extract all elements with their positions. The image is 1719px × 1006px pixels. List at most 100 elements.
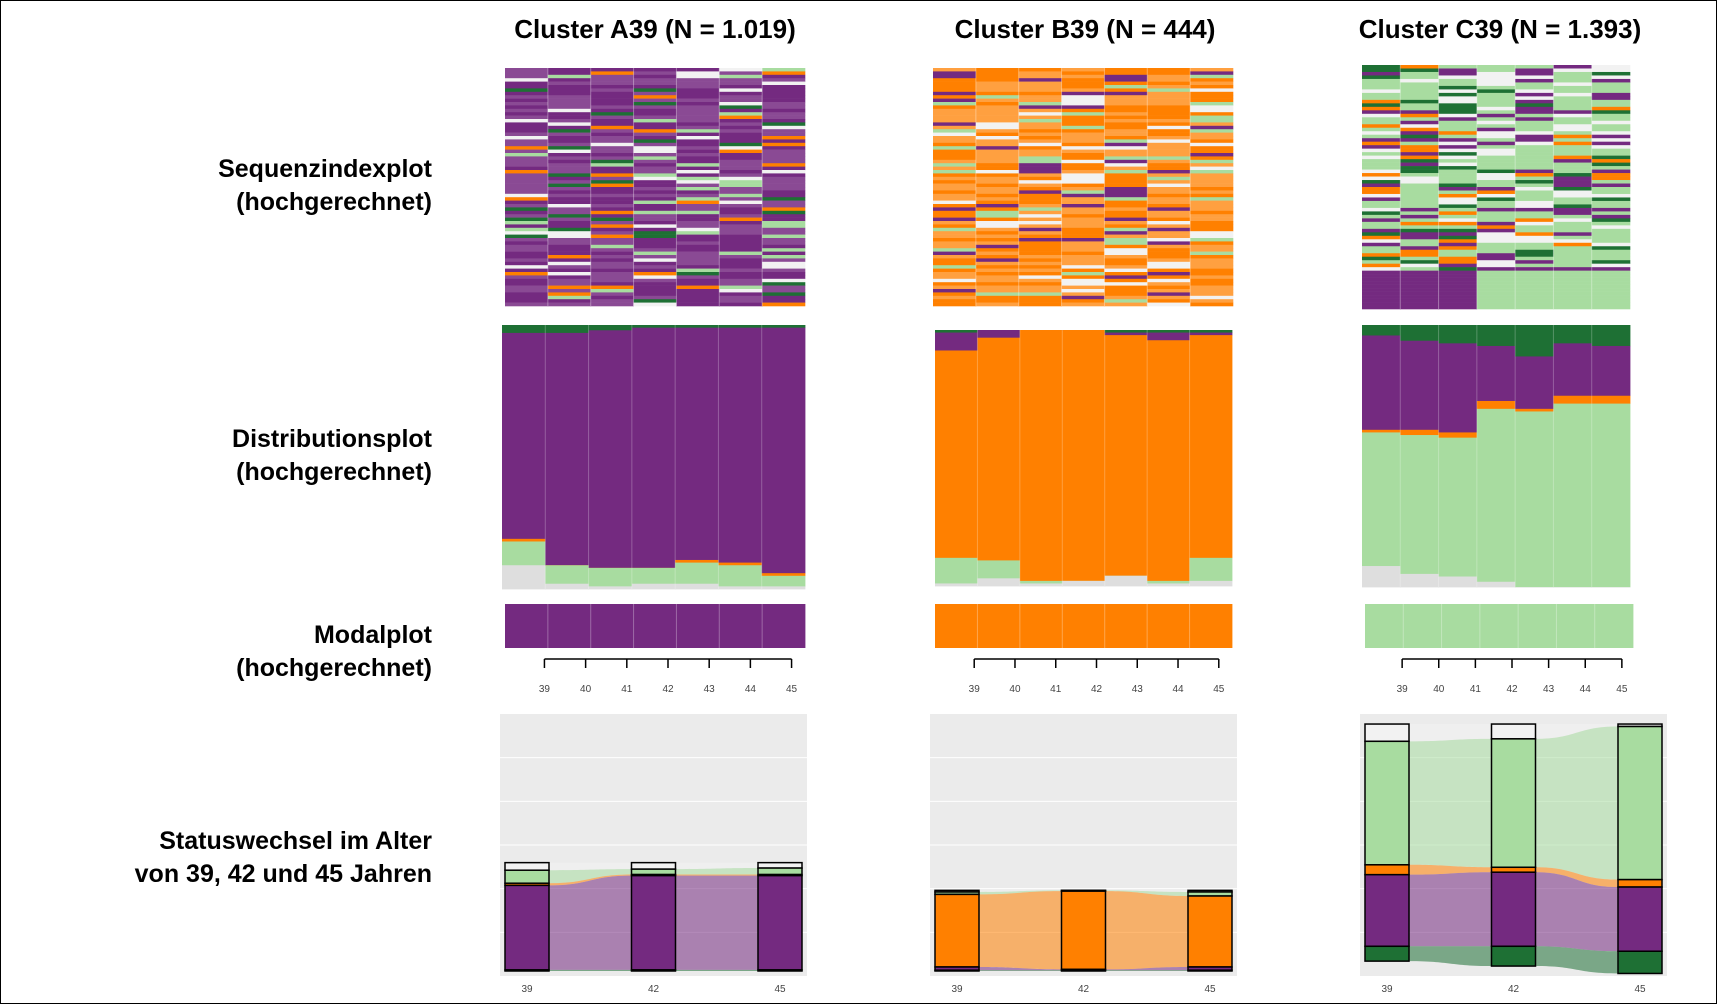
sequence-cell [1591,225,1631,230]
sequence-cell [762,71,806,76]
sequence-cell [547,234,592,239]
alluvial-flow-white_gray [1409,724,1492,742]
sequence-cell [1438,138,1478,142]
sequence-cell [1061,81,1105,86]
sequence-cell [1147,238,1191,242]
sequence-cell [633,248,677,252]
distribution-segment-light_gray [718,586,763,590]
sequence-cell [1400,131,1439,136]
sequence-cell [676,193,720,198]
sequence-cell [1362,295,1401,299]
alluvial-bar-light_green [630,868,677,876]
sequence-cell [1476,99,1516,104]
sequence-cell [1400,288,1439,292]
sequence-cell [505,91,549,96]
sequence-cell [933,146,977,150]
alluvial-flow-purple [1105,966,1188,971]
sequence-cell [762,210,806,215]
distribution-segment-light_green [1553,403,1593,588]
sequence-cell [933,289,977,293]
sequence-cell [676,129,720,133]
distribution-segment-dark_green [675,325,719,329]
modal-bar [1104,604,1148,648]
sequence-cell [1400,162,1439,167]
sequence-cell [762,272,806,276]
sequence-cell [590,105,634,110]
sequence-cell [505,74,549,79]
sequence-cell [633,289,677,293]
sequence-cell [676,289,720,293]
sequence-cell [1147,68,1191,72]
alluvial-tick-label: 42 [1508,984,1520,995]
distribution-segment-orange [1104,335,1148,577]
sequence-cell [1438,288,1478,292]
alluvial-bar-orange [1364,864,1410,876]
sequence-cell [1147,295,1191,300]
sequence-cell [1362,249,1401,254]
sequence-cell [1553,284,1593,289]
sequence-cell [1438,113,1478,118]
sequence-cell [1362,106,1401,111]
sequence-cell [1018,197,1062,201]
sequence-cell [1400,173,1439,177]
sequence-cell [1147,170,1191,174]
sequence-cell [975,193,1020,198]
sequence-cell [975,183,1020,188]
sequence-cell [1018,91,1062,96]
sequence-cell [1400,200,1439,205]
sequence-cell [933,78,977,82]
sequence-cell [1476,263,1516,268]
alluvial-flow-dark_green [979,970,1062,971]
distribution-segment-orange [1438,432,1478,439]
sequence-cell [719,71,763,76]
sequence-cell [1362,200,1401,205]
sequence-cell [1515,92,1554,97]
sequence-cell [1591,221,1631,226]
sequence-cell [719,91,763,96]
distribution-segment-purple [977,330,1021,339]
sequence-cell [1438,298,1478,303]
distribution-segment-purple [1400,340,1439,431]
sequence-cell [1591,246,1631,251]
sequence-cell [1591,89,1631,94]
sequence-cell [676,153,720,157]
sequence-cell [676,149,720,154]
sequence-cell [1553,131,1593,136]
distribution-segment-light_gray [1438,576,1478,588]
sequence-cell [505,156,549,161]
sequence-cell [676,278,720,283]
sequence-cell [975,244,1020,249]
sequence-cell [1553,204,1593,209]
sequence-cell [633,231,677,235]
sequence-cell [1515,281,1554,285]
sequence-cell [1104,224,1148,229]
distribution-segment-purple [1553,343,1593,397]
sequence-cell [719,251,763,256]
alluvial-flow-dark_green [1105,970,1188,971]
sequence-cell [1591,288,1631,292]
sequence-cell [1400,169,1439,174]
sequence-cell [762,95,806,99]
sequence-cell [1553,145,1593,149]
distribution-segment-purple [1438,343,1478,433]
sequence-cell [1061,119,1105,123]
alluvial-flow-orange [979,891,1062,970]
sequence-cell [1515,173,1554,177]
sequence-cell [1147,258,1191,263]
sequence-cell [975,153,1020,157]
sequence-cell [1190,251,1234,256]
row-label-distribution: Distributionsplot (hochgerechnet) [20,423,432,489]
distribution-segment-light_gray [631,583,676,590]
sequence-cell [1190,146,1234,150]
sequence-cell [1591,166,1631,170]
sequence-cell [1190,71,1234,76]
sequence-cell [975,136,1020,140]
row-label-line2: (hochgerechnet) [236,654,432,682]
sequence-cell [1147,207,1191,212]
sequence-cell [1400,134,1439,139]
sequence-cell [975,272,1020,276]
sequence-cell [933,156,977,161]
sequence-cell [590,149,634,154]
modal-bar [1594,604,1634,648]
distribution-segment-orange [1019,330,1063,582]
